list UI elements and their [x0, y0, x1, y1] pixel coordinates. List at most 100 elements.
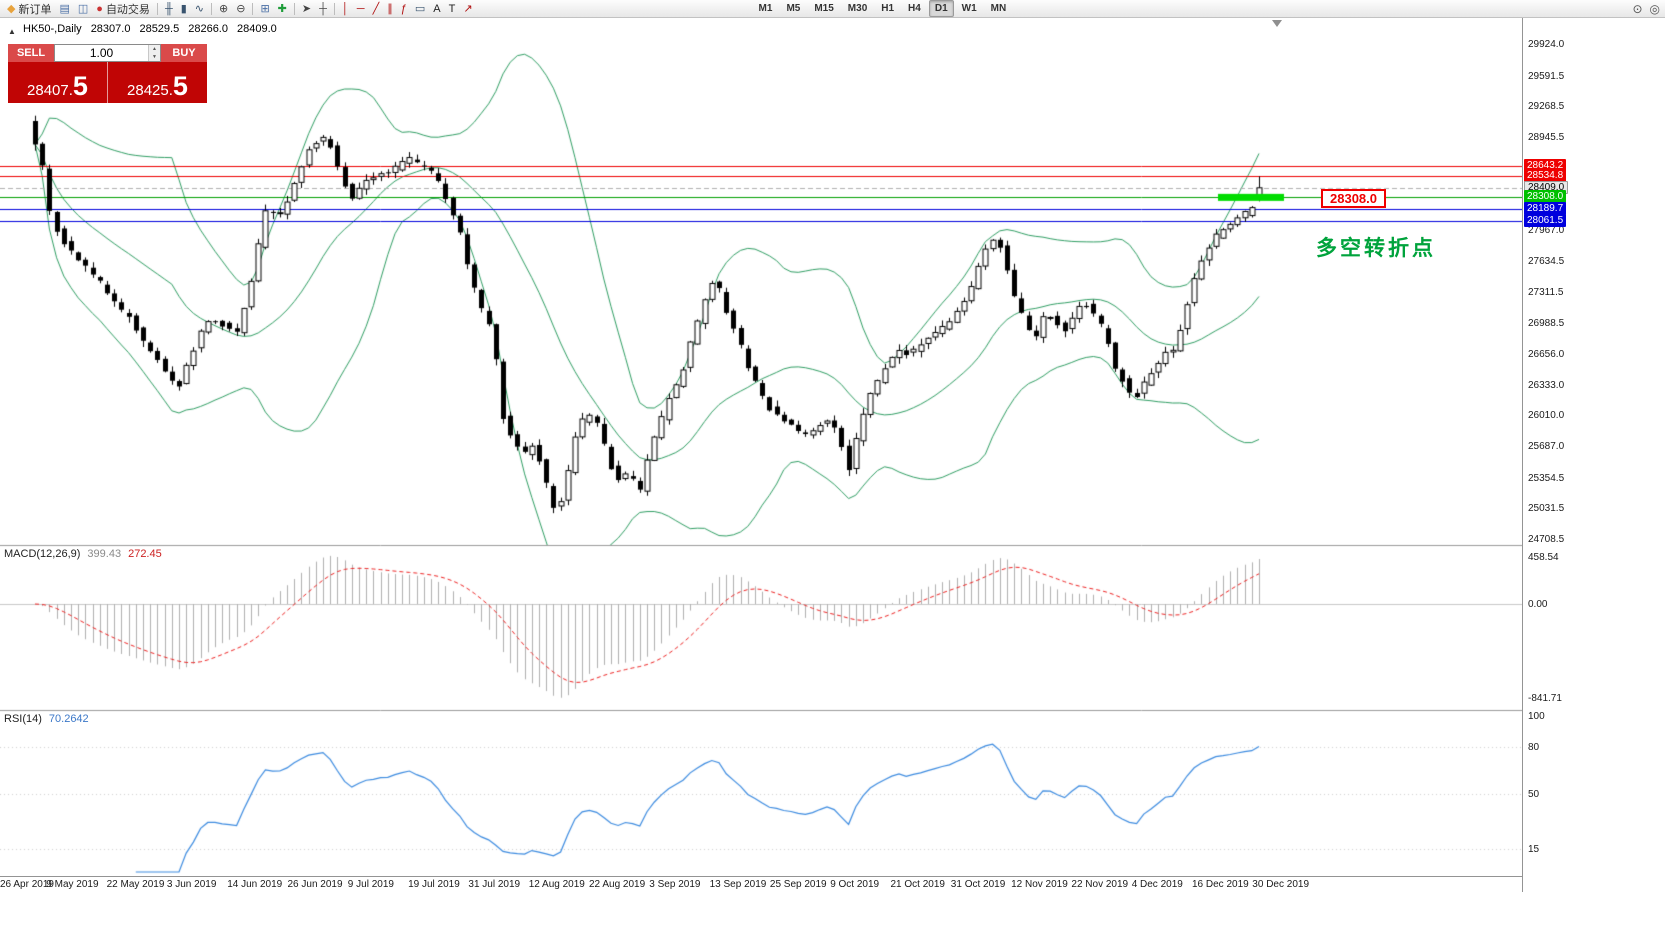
trendline-button[interactable]: ╱	[369, 1, 384, 17]
date-label: 3 Jun 2019	[166, 879, 217, 890]
date-label: 31 Oct 2019	[950, 879, 1006, 890]
price-level-tag: 28643.2	[1524, 158, 1567, 172]
zoom-out-icon: ⊖	[236, 2, 246, 15]
toolbar-separator	[156, 2, 158, 15]
horizontal-line-button[interactable]: ─	[353, 1, 369, 17]
rsi-axis-tick: 50	[1528, 789, 1540, 800]
arrows-icon: ↗	[463, 2, 473, 15]
lot-size-stepper[interactable]: ▲ ▼	[54, 44, 161, 62]
one-click-panel-toggle[interactable]: ▲	[8, 27, 16, 36]
text-button[interactable]: A	[429, 1, 444, 17]
timeframe-m30-button[interactable]: M30	[847, 3, 868, 14]
buy-price-button[interactable]: 28425. 5	[107, 62, 207, 103]
rsi-pane-label: RSI(14) 70.2642	[4, 713, 89, 725]
low-value: 28266.0	[188, 23, 228, 35]
high-value: 28529.5	[139, 23, 180, 35]
time-axis[interactable]: 26 Apr 2019 9 May 2019 22 May 2019 3 Jun 20…	[0, 876, 1522, 893]
macd-axis-tick: 458.54	[1528, 552, 1559, 563]
arrows-button[interactable]: ↗	[459, 1, 476, 17]
timeframe-m5-button[interactable]: M5	[786, 3, 801, 14]
label-button[interactable]: T	[445, 1, 460, 17]
date-label: 26 Jun 2019	[287, 879, 343, 890]
channel-button[interactable]: ∥	[383, 1, 397, 17]
shapes-button[interactable]: ▭	[411, 1, 429, 17]
timeframe-h1-button[interactable]: H1	[881, 3, 895, 14]
sell-price-button[interactable]: 28407. 5	[8, 62, 107, 103]
macd-name: MACD(12,26,9)	[4, 548, 81, 560]
rsi-axis-tick: 100	[1528, 711, 1545, 722]
candlestick-chart-icon: ▮	[180, 2, 187, 15]
timeframe-h4-button[interactable]: H4	[908, 3, 921, 14]
timeframe-w1-button[interactable]: W1	[961, 3, 977, 14]
price-level-tag: 28308.0	[1524, 190, 1567, 204]
timeframe-mn-button[interactable]: MN	[990, 3, 1007, 14]
new-order-icon: ◆	[7, 2, 16, 15]
line-chart-icon: ∿	[194, 2, 205, 15]
chart-profiles-icon: ▤	[59, 2, 70, 15]
price-tick: 25031.5	[1528, 503, 1565, 515]
clock-icon[interactable]: ⊙	[1632, 1, 1643, 16]
price-axis[interactable]: 29924.0 29591.5 29268.5 28945.5 27967.0 27634…	[1522, 18, 1605, 892]
timeframe-d1-button[interactable]: D1	[928, 0, 954, 17]
line-chart-button[interactable]: ∿	[191, 1, 208, 17]
sell-button[interactable]: SELL	[8, 44, 54, 62]
timeframe-m15-button[interactable]: M15	[814, 3, 834, 14]
date-label: 22 Nov 2019	[1071, 879, 1129, 890]
tile-windows-button[interactable]: ⊞	[256, 1, 273, 17]
close-value: 28409.0	[236, 23, 277, 35]
price-callout: 28308.0	[1321, 189, 1386, 208]
timeframe-m1-button[interactable]: M1	[758, 3, 773, 14]
auto-trading-button-label: 自动交易	[105, 3, 150, 16]
toolbar-separator	[211, 2, 213, 15]
date-label: 14 Jun 2019	[227, 879, 283, 890]
chart-canvas[interactable]	[0, 18, 1522, 876]
sell-price: 28407.	[27, 82, 73, 99]
lot-size-input[interactable]	[55, 45, 148, 61]
price-tick: 26656.0	[1528, 349, 1565, 361]
date-label: 4 Dec 2019	[1131, 879, 1183, 890]
price-level-tag: 28061.5	[1524, 213, 1567, 227]
macd-value: 399.43	[87, 548, 122, 560]
lot-increase-button[interactable]: ▲	[152, 46, 157, 52]
date-label: 22 May 2019	[106, 879, 165, 890]
date-label: 16 Dec 2019	[1192, 879, 1249, 890]
data-window-button[interactable]: ◫	[74, 1, 92, 17]
fibonacci-button[interactable]: ƒ	[397, 1, 411, 17]
buy-price: 28425.	[127, 82, 173, 99]
trendline-icon: ╱	[372, 2, 380, 15]
zoom-out-button[interactable]: ⊖	[232, 1, 249, 17]
date-label: 13 Sep 2019	[709, 879, 767, 890]
crosshair-button[interactable]: ┼	[315, 1, 331, 17]
rsi-value: 70.2642	[48, 713, 89, 725]
buy-button[interactable]: BUY	[161, 44, 207, 62]
macd-signal-value: 272.45	[128, 548, 162, 560]
date-label: 30 Dec 2019	[1252, 879, 1310, 890]
vertical-line-icon: │	[341, 2, 349, 15]
crosshair-icon: ┼	[319, 2, 327, 15]
date-label: 25 Sep 2019	[769, 879, 827, 890]
indicators-button[interactable]: ✚	[274, 1, 291, 17]
bar-chart-button[interactable]: ╫	[161, 1, 177, 17]
vertical-line-button[interactable]: │	[338, 1, 353, 17]
auto-trading-button[interactable]: ● 自动交易	[92, 1, 154, 17]
zoom-in-icon: ⊕	[219, 2, 229, 15]
open-value: 28307.0	[90, 23, 131, 35]
date-label: 31 Jul 2019	[468, 879, 521, 890]
new-order-button[interactable]: ◆ 新订单	[3, 1, 55, 17]
chart-title: HK50-,Daily 28307.0 28529.5 28266.0 2840…	[23, 23, 277, 35]
toolbar-separator	[333, 2, 335, 15]
macd-axis-tick: -841.71	[1528, 693, 1562, 704]
cursor-button[interactable]: ➤	[298, 1, 315, 17]
fibonacci-icon: ƒ	[400, 2, 407, 15]
toolbar-right-icons: ⊙ ◎	[1632, 2, 1665, 16]
zoom-in-button[interactable]: ⊕	[215, 1, 232, 17]
market-scanner-icon[interactable]: ◎	[1649, 1, 1660, 16]
price-level-tag: 28189.7	[1524, 201, 1567, 215]
lot-decrease-button[interactable]: ▼	[152, 54, 157, 60]
data-window-icon: ◫	[77, 2, 89, 15]
candlestick-chart-button[interactable]: ▮	[177, 1, 191, 17]
turning-point-annotation: 多空转折点	[1316, 237, 1436, 260]
chart-profiles-button[interactable]: ▤	[55, 1, 73, 17]
shapes-icon: ▭	[414, 2, 426, 15]
